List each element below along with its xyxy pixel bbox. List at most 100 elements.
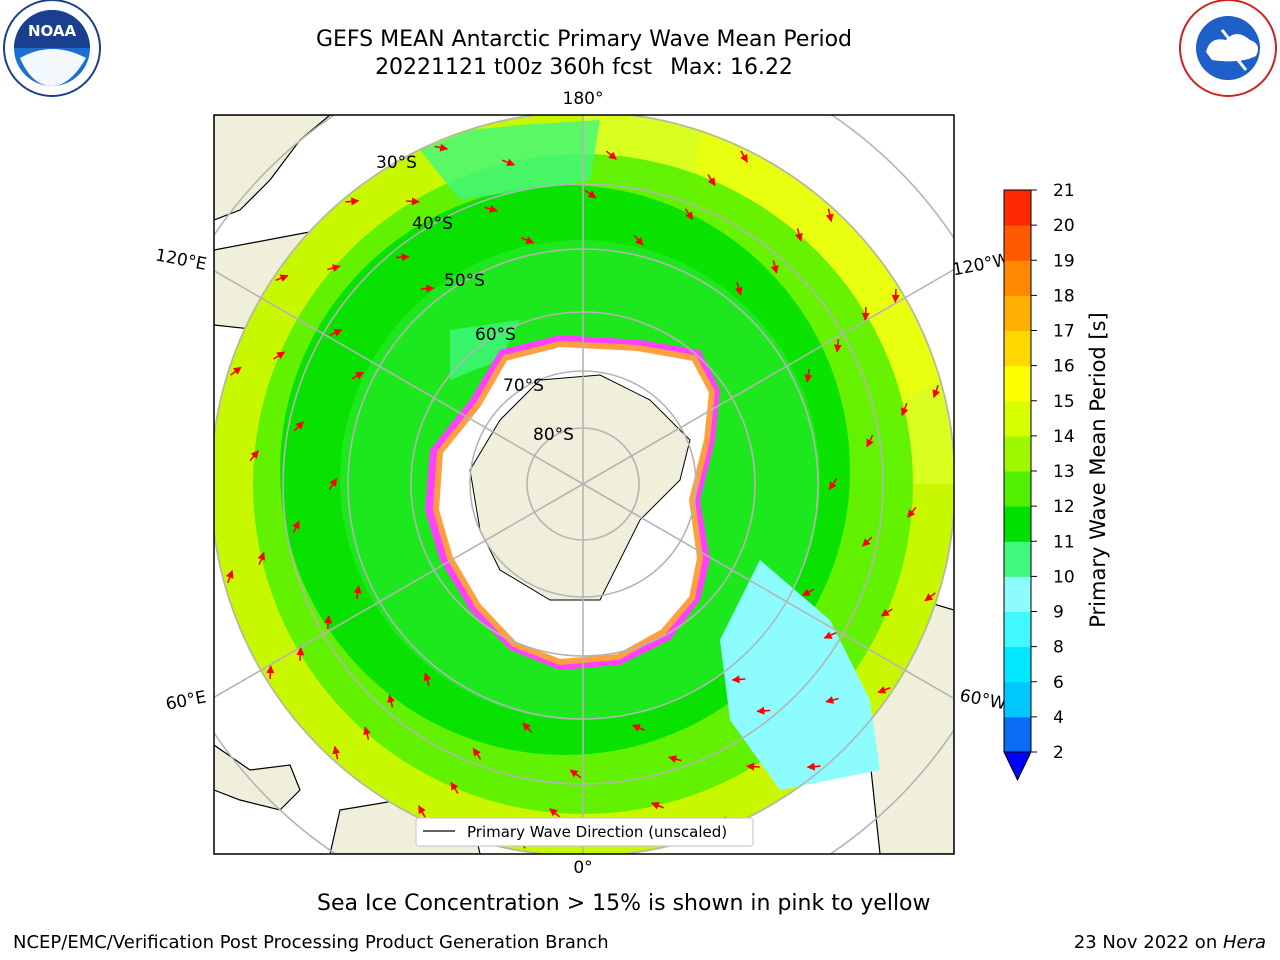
colorbar-tick-label: 13 xyxy=(1053,462,1075,482)
wave-direction-arrow xyxy=(225,569,234,584)
colorbar-tick-label: 16 xyxy=(1053,357,1075,377)
noaa-logo-text: NOAA xyxy=(28,22,77,40)
wave-direction-arrow xyxy=(395,253,410,262)
colorbar-tick-label: 18 xyxy=(1053,286,1075,306)
wave-direction-arrow xyxy=(584,189,597,199)
wave-direction-arrow xyxy=(862,536,873,547)
colorbar-tick-label: 6 xyxy=(1053,673,1064,693)
wave-direction-arrow xyxy=(484,205,498,213)
graticule xyxy=(214,115,954,854)
wave-direction-arrow xyxy=(795,228,803,242)
wave-direction-arrow xyxy=(423,672,432,686)
wave-direction-arrow xyxy=(861,307,870,321)
wave-direction-arrow xyxy=(806,762,821,771)
lon-label-180: 180° xyxy=(563,89,604,109)
colorbar-tick-label: 4 xyxy=(1053,708,1064,728)
wave-direction-arrow xyxy=(932,384,941,399)
lat-label-30s: 30°S xyxy=(376,153,417,173)
wave-direction-arrow xyxy=(924,592,936,602)
wave-direction-arrow xyxy=(332,745,341,760)
map-legend: Primary Wave Direction (unscaled) xyxy=(415,817,754,847)
colorbar-segment xyxy=(1004,471,1031,507)
wave-direction-arrow xyxy=(328,477,338,490)
wave-direction-arrow xyxy=(502,158,516,167)
wave-direction-arrow xyxy=(707,174,716,187)
lat-label-40s: 40°S xyxy=(412,214,453,234)
lat-label-70s: 70°S xyxy=(503,376,544,396)
colorbar-tick-label: 11 xyxy=(1053,532,1075,552)
map-frame xyxy=(213,114,955,855)
colorbar-tick-label: 8 xyxy=(1053,638,1064,658)
chart-subtitle: 20221121 t00z 360h fcst Max: 16.22 xyxy=(214,54,954,82)
wave-direction-arrow xyxy=(605,150,617,160)
colorbar-segment xyxy=(1004,225,1031,261)
map-plot xyxy=(214,115,954,854)
wave-direction-arrow xyxy=(866,434,874,448)
wave-direction-arrow xyxy=(450,781,459,794)
wave-direction-arrow xyxy=(907,506,917,518)
colorbar-segment xyxy=(1004,506,1031,542)
lon-label-120w: 120°W xyxy=(951,250,1012,281)
wave-direction-arrow xyxy=(549,808,561,818)
wave-direction-arrow xyxy=(257,551,266,565)
max-value: Max: 16.22 xyxy=(670,55,793,80)
wave-direction-arrow xyxy=(266,665,275,679)
wave-direction-arrow xyxy=(434,143,449,152)
wave-direction-arrow xyxy=(828,478,838,491)
wave-direction-arrow xyxy=(345,197,360,206)
lon-label-0: 0° xyxy=(573,858,592,878)
colorbar-segment xyxy=(1004,576,1031,612)
wave-direction-arrow xyxy=(273,351,286,360)
colorbar-segment xyxy=(1004,330,1031,367)
colorbar: 2 4 6 8 9 10 11 12 13 14 15 16 17 18 19 20 21 xyxy=(1003,181,1075,782)
wave-direction-arrow xyxy=(275,274,289,282)
wave-direction-arrow xyxy=(406,197,420,206)
wave-direction-arrow xyxy=(351,371,365,380)
wave-direction-arrow xyxy=(418,805,426,818)
wave-direction-arrow xyxy=(650,801,664,810)
wave-direction-arrow xyxy=(668,755,682,763)
lon-label-120e: 120°E xyxy=(154,245,209,274)
colorbar-segment xyxy=(1004,190,1031,226)
colorbar-extend-arrow xyxy=(1003,751,1032,782)
colorbar-segment xyxy=(1004,716,1031,753)
wave-direction-arrow xyxy=(569,769,582,779)
wave-direction-arrow xyxy=(734,282,743,296)
wave-direction-arrow xyxy=(324,615,333,630)
footer-date: 23 Nov 2022 on Hera xyxy=(1074,932,1266,953)
lon-label-60e: 60°E xyxy=(164,687,208,714)
wave-direction-arrow xyxy=(825,208,834,223)
wave-direction-arrow xyxy=(633,234,644,246)
lat-label-80s: 80°S xyxy=(533,425,574,445)
colorbar-segment xyxy=(1004,295,1031,331)
wave-direction-arrow xyxy=(891,289,900,303)
wave-direction-arrow xyxy=(472,747,482,760)
colorbar-tick-label: 14 xyxy=(1053,427,1075,447)
wave-direction-arrow xyxy=(521,236,535,244)
wave-direction-arrow xyxy=(801,588,815,597)
colorbar-segment xyxy=(1004,260,1031,296)
chart-title: GEFS MEAN Antarctic Primary Wave Mean Pe… xyxy=(315,27,853,52)
wave-direction-arrow xyxy=(293,421,304,432)
wave-direction-arrow xyxy=(292,520,300,534)
colorbar-tick-label: 20 xyxy=(1053,216,1075,236)
wave-direction-arrow xyxy=(363,726,371,740)
footer-host: Hera xyxy=(1222,932,1266,953)
wave-direction-arrow xyxy=(746,762,760,771)
wave-direction-arrow xyxy=(731,675,746,684)
wave-direction-arrow xyxy=(880,608,893,617)
colorbar-tick-label: 15 xyxy=(1053,392,1075,412)
colorbar-label: Primary Wave Mean Period [s] xyxy=(1086,312,1110,628)
colorbar-tick-label: 17 xyxy=(1053,322,1075,342)
wave-direction-arrow xyxy=(900,403,909,417)
colorbar-segment xyxy=(1004,541,1031,577)
wave-direction-arrow xyxy=(825,696,839,704)
wave-direction-vectors xyxy=(225,143,941,849)
wave-direction-arrow xyxy=(353,585,362,600)
colorbar-segment xyxy=(1004,400,1031,437)
wave-direction-arrow xyxy=(327,264,341,272)
colorbar-segment xyxy=(1004,611,1031,648)
wave-direction-arrow xyxy=(522,722,533,734)
colorbar-segment xyxy=(1004,365,1031,402)
